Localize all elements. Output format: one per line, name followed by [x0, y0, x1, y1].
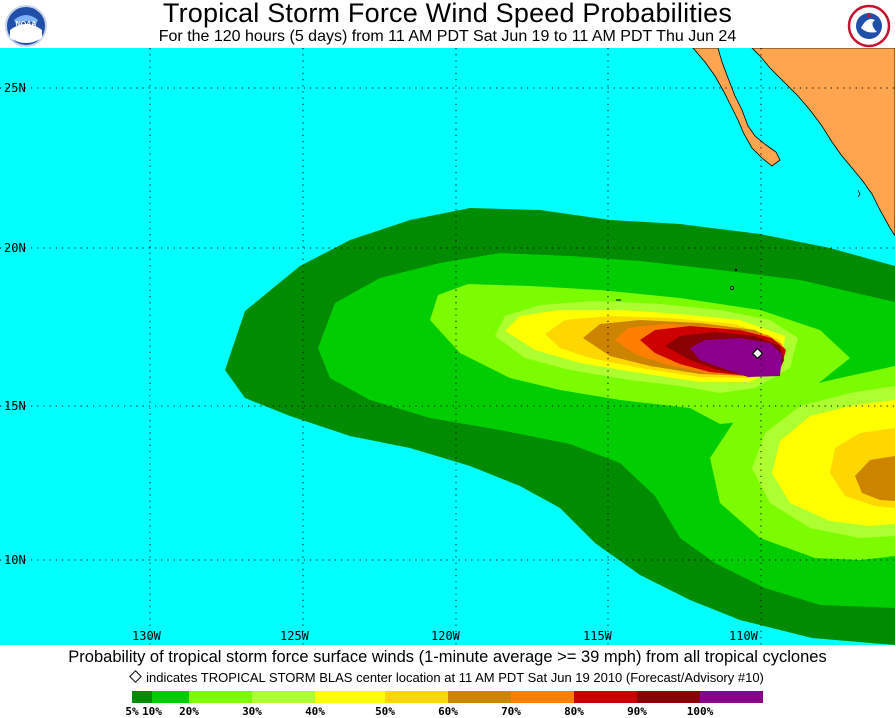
island-tres-marias [857, 189, 861, 198]
lat-label-20n: 20N [4, 241, 26, 255]
noaa-logo: NOAA [5, 5, 47, 47]
mainland-mexico-land [751, 48, 895, 237]
legend-swatch [511, 691, 574, 703]
legend-label: 20% [179, 705, 199, 718]
legend-swatch [385, 691, 448, 703]
graticule [0, 48, 895, 645]
svg-text:NOAA: NOAA [16, 21, 37, 28]
legend-color-bar [132, 691, 763, 703]
diamond-icon [751, 347, 764, 360]
legend-swatch [700, 691, 763, 703]
legend-label: 10% [142, 705, 162, 718]
legend-label: 50% [375, 705, 395, 718]
page-title: Tropical Storm Force Wind Speed Probabil… [162, 0, 733, 28]
lat-label-15n: 15N [4, 399, 26, 413]
legend-swatch [152, 691, 189, 703]
baja-california-land [692, 48, 781, 167]
legend-swatch [448, 691, 511, 703]
map-caption: Probability of tropical storm force surf… [68, 648, 827, 666]
legend-label: 100% [686, 705, 714, 718]
contour-100pct [690, 338, 782, 377]
probability-map: 25N 20N 15N 10N 130W 125W 120W 115W 110W [0, 48, 895, 645]
legend-label: 60% [438, 705, 458, 718]
legend-swatch [189, 691, 252, 703]
diamond-icon [129, 670, 142, 683]
legend-label: 70% [501, 705, 521, 718]
legend-label: 40% [305, 705, 325, 718]
island-socorro [730, 285, 735, 290]
legend-swatch [252, 691, 315, 703]
legend-labels: 5% 10% 20% 30% 40% 50% 60% 70% 80% 90% 100% [0, 705, 895, 718]
lon-label-120w: 120W [431, 629, 461, 643]
lat-label-25n: 25N [4, 81, 26, 95]
storm-center-note-text: indicates TROPICAL STORM BLAS center loc… [146, 670, 764, 685]
nws-logo [847, 4, 891, 48]
legend-label: 90% [627, 705, 647, 718]
contour-60pct-east [855, 456, 895, 501]
lon-label-110w: 110W [729, 629, 759, 643]
lon-label-130w: 130W [132, 629, 162, 643]
lon-label-115w: 115W [583, 629, 613, 643]
legend-label: 80% [564, 705, 584, 718]
caption-area: Probability of tropical storm force surf… [0, 645, 895, 718]
lat-label-10n: 10N [4, 553, 26, 567]
legend-swatch [637, 691, 700, 703]
legend-label: 5% [125, 705, 139, 718]
legend-label: 30% [242, 705, 262, 718]
legend-swatch [315, 691, 385, 703]
island-small [734, 268, 738, 272]
legend-swatch [574, 691, 637, 703]
header: NOAA Tropical Storm Force Wind Speed Pro… [0, 0, 895, 48]
legend-swatch [132, 691, 152, 703]
storm-center-note: indicates TROPICAL STORM BLAS center loc… [0, 670, 895, 685]
page-subtitle: For the 120 hours (5 days) from 11 AM PD… [158, 28, 737, 45]
lon-label-125w: 125W [280, 629, 310, 643]
